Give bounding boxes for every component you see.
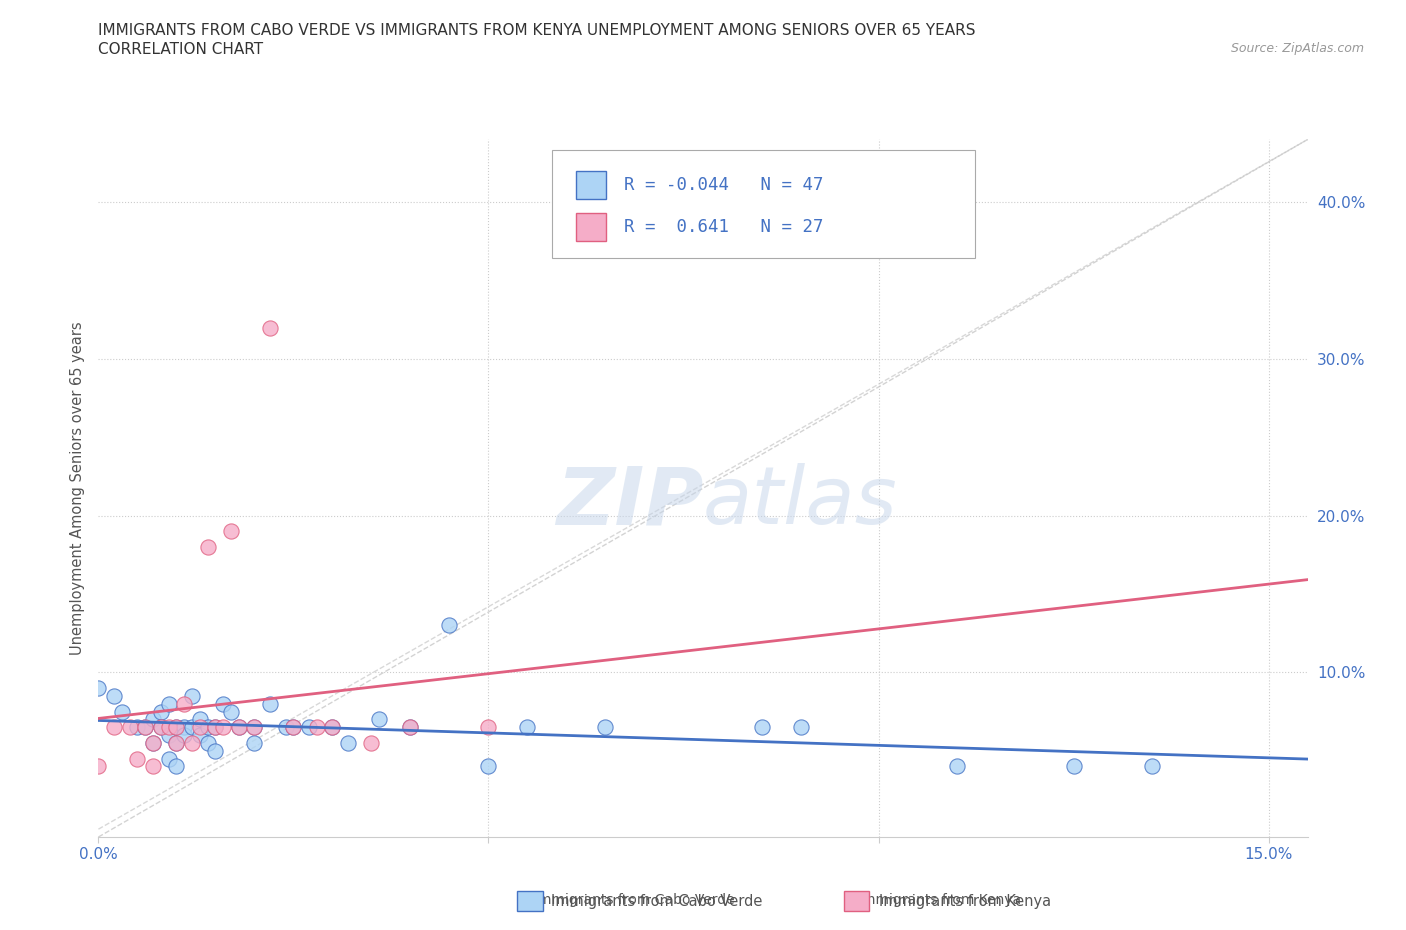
Point	[516, 720, 538, 735]
Point	[197, 720, 219, 735]
Point	[165, 736, 187, 751]
Point	[321, 720, 343, 735]
Text: Source: ZipAtlas.com: Source: ZipAtlas.com	[1230, 42, 1364, 55]
Point	[173, 697, 195, 711]
Point	[789, 720, 811, 735]
Text: R = -0.044   N = 47: R = -0.044 N = 47	[624, 176, 824, 193]
Point	[228, 720, 250, 735]
Point	[118, 720, 141, 735]
Point	[1063, 759, 1085, 774]
Point	[157, 727, 180, 742]
Point	[321, 720, 343, 735]
Text: CORRELATION CHART: CORRELATION CHART	[98, 42, 263, 57]
Point	[173, 720, 195, 735]
Point	[142, 736, 165, 751]
Point	[477, 759, 499, 774]
Point	[173, 727, 195, 742]
Point	[149, 720, 172, 735]
Point	[165, 759, 187, 774]
Point	[149, 704, 172, 719]
FancyBboxPatch shape	[576, 213, 606, 241]
Text: Immigrants from Kenya: Immigrants from Kenya	[858, 893, 1021, 908]
Point	[134, 720, 156, 735]
Text: atlas: atlas	[703, 463, 898, 541]
Point	[204, 720, 226, 735]
Point	[360, 736, 382, 751]
Point	[142, 736, 165, 751]
Text: ZIP: ZIP	[555, 463, 703, 541]
Point	[127, 720, 149, 735]
Text: Immigrants from Cabo Verde: Immigrants from Cabo Verde	[551, 894, 762, 909]
FancyBboxPatch shape	[576, 171, 606, 199]
Point	[259, 320, 281, 335]
Point	[337, 736, 360, 751]
Point	[142, 759, 165, 774]
Point	[243, 720, 266, 735]
Text: Immigrants from Cabo Verde: Immigrants from Cabo Verde	[534, 893, 735, 908]
Point	[283, 720, 305, 735]
Point	[134, 720, 156, 735]
Point	[157, 751, 180, 766]
Text: R =  0.641   N = 27: R = 0.641 N = 27	[624, 218, 824, 235]
Point	[751, 720, 773, 735]
Point	[165, 736, 187, 751]
Point	[399, 720, 422, 735]
Point	[477, 720, 499, 735]
Point	[188, 720, 211, 735]
Point	[87, 759, 110, 774]
Point	[103, 720, 125, 735]
Point	[595, 720, 617, 735]
Point	[283, 720, 305, 735]
Point	[212, 720, 235, 735]
Point	[368, 712, 391, 727]
Point	[188, 727, 211, 742]
Y-axis label: Unemployment Among Seniors over 65 years: Unemployment Among Seniors over 65 years	[69, 322, 84, 655]
Text: IMMIGRANTS FROM CABO VERDE VS IMMIGRANTS FROM KENYA UNEMPLOYMENT AMONG SENIORS O: IMMIGRANTS FROM CABO VERDE VS IMMIGRANTS…	[98, 23, 976, 38]
Point	[243, 736, 266, 751]
Point	[197, 736, 219, 751]
FancyBboxPatch shape	[553, 150, 976, 259]
Point	[219, 704, 242, 719]
Point	[243, 720, 266, 735]
Point	[87, 681, 110, 696]
Point	[188, 712, 211, 727]
Point	[439, 618, 461, 632]
Point	[945, 759, 967, 774]
Point	[111, 704, 134, 719]
Point	[181, 720, 204, 735]
Point	[1140, 759, 1163, 774]
Point	[204, 743, 226, 758]
Point	[259, 697, 281, 711]
Point	[204, 720, 226, 735]
Point	[157, 720, 180, 735]
Point	[219, 524, 242, 538]
Point	[274, 720, 297, 735]
Point	[149, 720, 172, 735]
Text: ■: ■	[520, 891, 538, 910]
Point	[298, 720, 321, 735]
Point	[165, 720, 187, 735]
Point	[197, 539, 219, 554]
Point	[181, 736, 204, 751]
Point	[399, 720, 422, 735]
Text: ■: ■	[844, 891, 862, 910]
Point	[142, 712, 165, 727]
Point	[127, 751, 149, 766]
Point	[181, 688, 204, 703]
Point	[228, 720, 250, 735]
Point	[165, 720, 187, 735]
Point	[103, 688, 125, 703]
Point	[212, 697, 235, 711]
Point	[305, 720, 328, 735]
Text: Immigrants from Kenya: Immigrants from Kenya	[879, 894, 1050, 909]
Point	[157, 697, 180, 711]
